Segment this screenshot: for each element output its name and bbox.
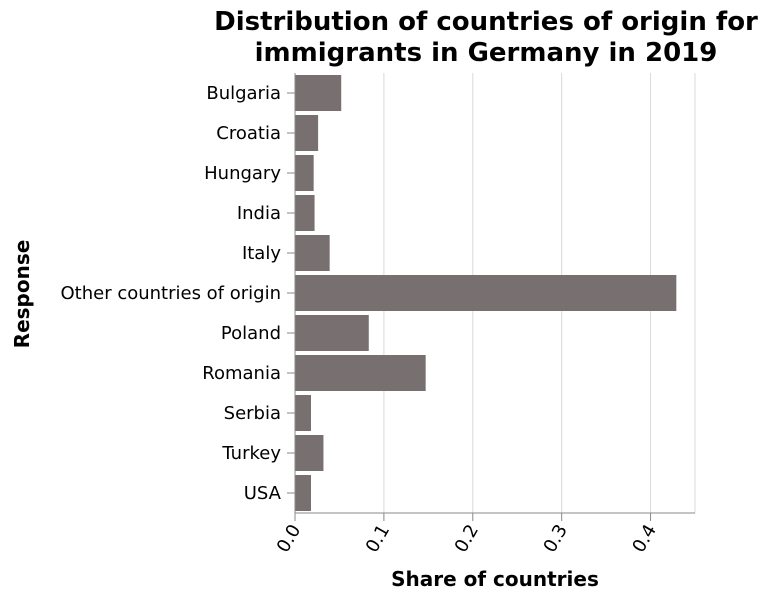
bar [295,275,677,311]
y-tick-label: USA [244,483,282,504]
bar [295,75,342,111]
bar [295,395,311,431]
chart-title-line-2: immigrants in Germany in 2019 [255,38,718,68]
bar [295,355,426,391]
x-tick-label: 0.2 [451,521,484,556]
bar [295,475,311,511]
y-tick-label: Italy [242,243,281,264]
y-tick-label: Hungary [204,163,281,184]
chart-title-line-1: Distribution of countries of origin for [214,7,758,37]
y-tick-label: Bulgaria [206,83,281,104]
bar [295,115,319,151]
axes: Bulgaria Croatia Hungary India Italy Other co… [60,73,695,556]
x-tick-label: 0.3 [539,521,572,556]
y-tick-label: Romania [202,363,281,384]
bar [295,195,315,231]
x-tick-label: 0.4 [628,521,661,556]
bar [295,315,369,351]
y-tick-label: Croatia [216,123,281,144]
bar [295,155,314,191]
y-tick-label: Turkey [221,443,281,464]
x-tick-label: 0.1 [362,521,395,556]
bar [295,435,324,471]
y-tick-label: Other countries of origin [60,283,281,304]
bars [295,75,677,511]
y-axis-title: Response [10,240,34,349]
y-tick-label: Poland [221,323,281,344]
y-tick-label: Serbia [224,403,281,424]
x-axis-title: Share of countries [391,567,599,591]
bar [295,235,330,271]
x-tick-label: 0.0 [273,521,306,556]
y-tick-label: India [237,203,281,224]
